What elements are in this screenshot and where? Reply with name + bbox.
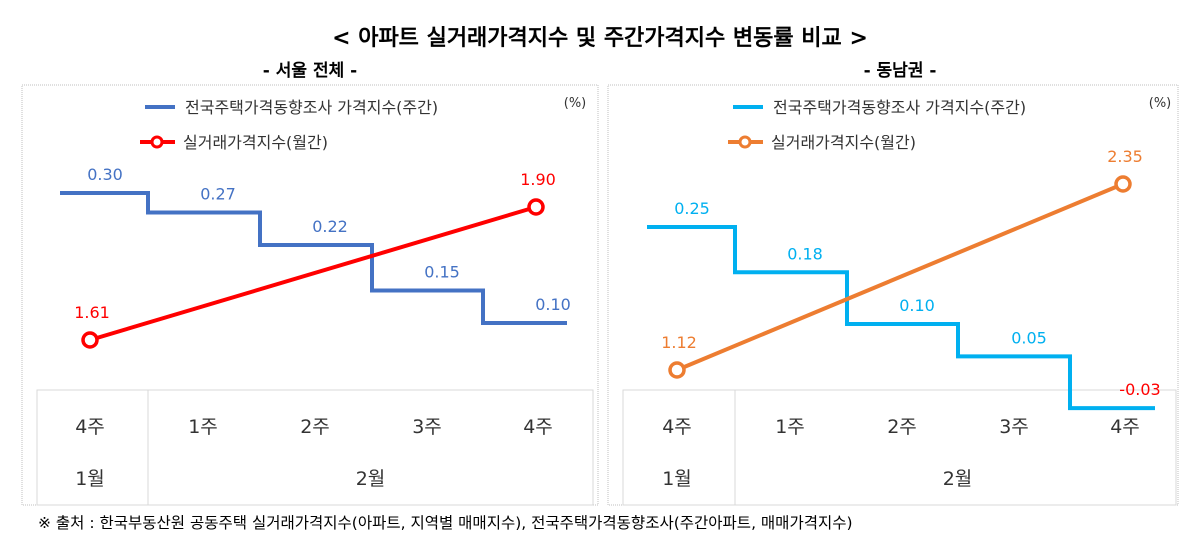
legend-label-weekly: 전국주택가격동향조사 가격지수(주간) (773, 98, 1026, 117)
weekly-data-label: 0.10 (899, 296, 935, 315)
monthly-line (89, 205, 537, 342)
legend-label-weekly: 전국주택가격동향조사 가격지수(주간) (185, 98, 438, 117)
weekly-data-label: 0.25 (674, 199, 710, 218)
monthly-data-label: 1.12 (661, 333, 697, 352)
chart-title: < 아파트 실거래가격지수 및 주간가격지수 변동률 비교 > (332, 26, 868, 51)
monthly-data-label: 1.61 (74, 303, 110, 322)
monthly-data-label: 2.35 (1107, 147, 1143, 166)
weekly-data-label: -0.03 (1119, 380, 1160, 399)
monthly-marker (668, 361, 686, 379)
x-tick-label: 3주 (412, 416, 442, 438)
monthly-data-label: 1.90 (520, 170, 556, 189)
x-tick-label: 4주 (75, 416, 105, 438)
weekly-data-label: 0.22 (312, 217, 348, 236)
x-month-label: 2월 (356, 468, 386, 490)
x-month-label: 2월 (943, 468, 973, 490)
monthly-line (676, 182, 1124, 372)
axis-table-border (36, 389, 594, 506)
x-tick-label: 4주 (1110, 416, 1140, 438)
unit-label: (%) (564, 96, 587, 111)
chart-panel-1: - 동남권 - (%) 4주 1주 2주 3주 4주 1월 2월 전국주택가격동향조사 가격지수(… (607, 61, 1179, 506)
x-month-label: 1월 (662, 468, 692, 490)
chart-subtitle: - 서울 전체 - (263, 61, 357, 81)
unit-label: (%) (1149, 96, 1172, 111)
x-tick-label: 2주 (300, 416, 330, 438)
weekly-data-label: 0.18 (787, 244, 823, 263)
legend-marker-monthly (738, 135, 752, 149)
legend-marker-monthly (150, 135, 164, 149)
chart-subtitle: - 동남권 - (864, 61, 937, 81)
weekly-step-line (60, 191, 567, 325)
weekly-data-label: 0.10 (535, 295, 571, 314)
x-month-label: 1월 (75, 468, 105, 490)
weekly-data-label: 0.27 (200, 185, 236, 204)
monthly-marker (81, 331, 99, 349)
weekly-data-label: 0.30 (87, 165, 123, 184)
weekly-data-label: 0.05 (1011, 328, 1047, 347)
axis-table-border (622, 389, 1177, 506)
x-tick-label: 1주 (775, 416, 805, 438)
chart-panel-0: - 서울 전체 - (%) 4주 1주 2주 3주 4주 1월 2월 전국주택가격동향조사 가격지… (21, 61, 599, 506)
weekly-data-label: 0.15 (424, 263, 460, 282)
x-tick-label: 1주 (188, 416, 218, 438)
monthly-marker (527, 198, 545, 216)
x-tick-label: 3주 (999, 416, 1029, 438)
weekly-step-line (647, 225, 1155, 411)
x-tick-label: 4주 (523, 416, 553, 438)
legend-label-monthly: 실거래가격지수(월간) (771, 133, 916, 152)
monthly-marker (1114, 175, 1132, 193)
footer-source: ※ 출처 : 한국부동산원 공동주택 실거래가격지수(아파트, 지역별 매매지수… (38, 514, 853, 532)
x-tick-label: 4주 (662, 416, 692, 438)
legend-label-monthly: 실거래가격지수(월간) (183, 133, 328, 152)
x-tick-label: 2주 (887, 416, 917, 438)
